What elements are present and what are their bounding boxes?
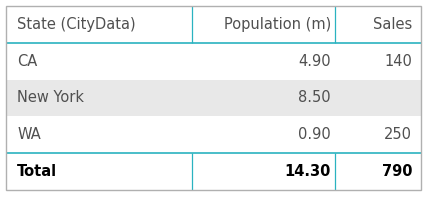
Bar [6, 80, 420, 116]
Text: 790: 790 [381, 164, 411, 179]
Text: CA: CA [17, 54, 37, 69]
Text: 250: 250 [383, 127, 411, 142]
Text: Population (m): Population (m) [223, 17, 330, 32]
Text: 14.30: 14.30 [284, 164, 330, 179]
Text: Sales: Sales [372, 17, 411, 32]
Bar [6, 6, 420, 43]
Text: WA: WA [17, 127, 41, 142]
Bar [6, 116, 420, 153]
Text: 4.90: 4.90 [298, 54, 330, 69]
Text: 0.90: 0.90 [297, 127, 330, 142]
Text: New York: New York [17, 90, 84, 105]
Text: 8.50: 8.50 [298, 90, 330, 105]
Text: Total: Total [17, 164, 57, 179]
Bar [6, 153, 420, 190]
Bar [6, 43, 420, 80]
Text: 140: 140 [383, 54, 411, 69]
Text: State (CityData): State (CityData) [17, 17, 135, 32]
